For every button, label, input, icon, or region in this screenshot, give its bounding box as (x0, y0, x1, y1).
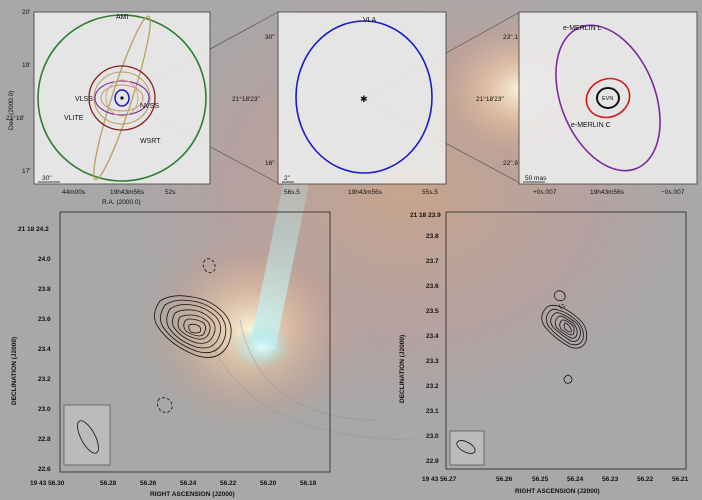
y-tick: 23.8 (426, 233, 439, 240)
x-tick: 56.24 (567, 476, 584, 483)
y-tick: 23.2 (426, 383, 439, 390)
x-tick: 56.21 (672, 476, 689, 483)
beam-evn (596, 87, 620, 109)
x-axis-label: R.A. (2000.0) (102, 199, 141, 206)
y-tick: 21°18'23" (232, 95, 261, 103)
label-vlss: VLSS (75, 96, 93, 103)
panel-contour-map-right: 21 18 23.9 23.8 23.7 23.6 23.5 23.4 23.3… (399, 211, 689, 495)
y-tick: 23.3 (426, 358, 439, 365)
label-emerlin-c: e-MERLIN C (571, 122, 611, 129)
y-tick: 23.1 (426, 408, 439, 415)
scalebar-label: 2" (284, 175, 291, 182)
x-tick: 56.25 (532, 476, 549, 483)
x-tick: 56.26 (496, 476, 513, 483)
x-tick: 19 43 56.27 (422, 476, 457, 483)
x-tick: 52s (165, 189, 176, 196)
x-tick: 19h43m56s (590, 189, 625, 196)
x-tick: 56.20 (260, 480, 277, 487)
beam-emerlin-l (555, 24, 661, 172)
y-tick: 22".9 (503, 160, 518, 167)
y-tick: 22.9 (426, 458, 439, 465)
x-tick: 56.24 (180, 480, 197, 487)
x-axis-label: RIGHT ASCENSION (J2000) (515, 488, 600, 495)
beam-wsrt (93, 15, 151, 181)
y-tick: 22.8 (38, 436, 51, 443)
beam-vla (295, 20, 433, 174)
y-tick: 24.0 (38, 256, 51, 263)
y-tick: 23".1 (503, 34, 518, 41)
scalebar-label: 50 mas (525, 175, 547, 182)
beam-ami (37, 14, 207, 182)
beam-ellipse (456, 440, 476, 454)
y-axis-label: Dec. (2000.0) (8, 91, 15, 130)
y-tick: 21°18' (6, 114, 24, 122)
y-tick: 23.8 (38, 286, 51, 293)
x-tick: 55s.5 (422, 189, 438, 196)
y-tick: 23.2 (38, 376, 51, 383)
panel-survey-beams: AMI VLSS NVSS VLITE WSRT 20' 19' 21°18' … (6, 9, 211, 206)
label-nvss: NVSS (140, 103, 159, 110)
y-axis-label: DECLINATION (J2000) (399, 335, 406, 403)
x-tick: 56.23 (602, 476, 619, 483)
y-tick-top: 21 18 24.2 (18, 226, 49, 233)
x-tick: 56.22 (637, 476, 654, 483)
y-tick: 22.6 (38, 466, 51, 473)
y-tick: 19' (22, 62, 30, 69)
label-wsrt: WSRT (140, 138, 161, 145)
x-tick: 19h43m56s (110, 189, 145, 196)
x-tick: 19 43 56.30 (30, 480, 65, 487)
y-tick: 23.0 (426, 433, 439, 440)
x-tick: 56.22 (220, 480, 237, 487)
label-vlite: VLITE (64, 115, 84, 122)
beam-vlss (94, 80, 150, 116)
x-tick: +0s.007 (533, 189, 557, 196)
y-tick: 30" (265, 34, 275, 41)
label-vla: VLA (363, 17, 377, 24)
x-tick: 56.18 (300, 480, 317, 487)
y-tick: 23.0 (38, 406, 51, 413)
panel-contour-map-left: 21 18 24.2 24.0 23.8 23.6 23.4 23.2 23.0… (11, 211, 331, 498)
source-contours (154, 258, 232, 413)
y-tick: 21°18'23" (476, 95, 505, 103)
x-tick: 56.26 (140, 480, 157, 487)
beam-vlite (93, 71, 151, 125)
y-tick: 23.5 (426, 308, 439, 315)
panel-vlbi-beams: e-MERLIN L EVN e-MERLIN C 23".1 21°18'23… (476, 11, 698, 196)
label-emerlin-l: e-MERLIN L (563, 25, 602, 32)
beam-ellipse (77, 420, 99, 454)
panel-vla-beam: ✱ VLA 30" 21°18'23" 16" 56s.5 19h43m56s … (232, 11, 447, 196)
y-tick: 23.6 (38, 316, 51, 323)
y-tick-top: 21 18 23.9 (410, 212, 441, 219)
x-tick: 19h43m56s (348, 189, 383, 196)
y-tick: 23.6 (426, 283, 439, 290)
beam-emerlin-c (585, 77, 631, 119)
beam-nvss (88, 65, 156, 131)
source-contours (541, 290, 588, 384)
x-tick: 44m00s (62, 189, 86, 196)
svg-text:✱: ✱ (360, 94, 368, 104)
x-tick: 56.28 (100, 480, 117, 487)
x-tick: −0s.007 (661, 189, 685, 196)
y-tick: 17' (22, 168, 30, 175)
y-tick: 16" (265, 160, 275, 167)
x-axis-label: RIGHT ASCENSION (J2000) (150, 491, 235, 498)
y-tick: 20' (22, 9, 30, 16)
y-tick: 23.4 (426, 333, 439, 340)
scalebar-label: 30" (42, 175, 52, 182)
y-tick: 23.7 (426, 258, 439, 265)
y-axis-label: DECLINATION (J2000) (11, 337, 18, 405)
label-evn: EVN (602, 96, 613, 102)
label-ami: AMI (116, 14, 129, 21)
y-tick: 23.4 (38, 346, 51, 353)
x-tick: 56s.5 (284, 189, 300, 196)
